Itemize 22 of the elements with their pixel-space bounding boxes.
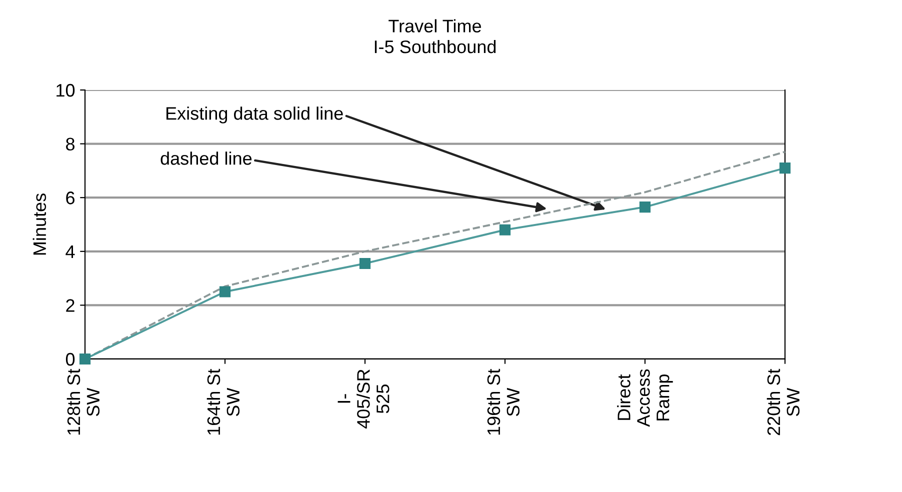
point bbox=[79, 353, 91, 365]
annotation: Existing data solid line bbox=[166, 106, 343, 124]
y-tick-label: 6 bbox=[66, 192, 74, 204]
y-tick-label: 2 bbox=[66, 299, 74, 312]
annotation: dashed line bbox=[160, 152, 252, 165]
y-tick-label: 0 bbox=[66, 352, 75, 366]
x-tick-label: 196th St SW bbox=[486, 368, 520, 435]
chart-title: Travel Time I-5 Southbound bbox=[374, 19, 496, 54]
y-tick-label: 8 bbox=[66, 138, 74, 151]
y-tick-label: 10 bbox=[56, 84, 75, 97]
point bbox=[639, 201, 651, 213]
point bbox=[219, 286, 231, 298]
x-tick-label: Direct Access Ramp bbox=[617, 369, 673, 427]
point bbox=[779, 162, 791, 174]
point bbox=[499, 224, 511, 236]
x-tick-label: I- 405/SR 525 bbox=[338, 370, 390, 429]
x-tick-label: 164th St SW bbox=[206, 368, 240, 435]
x-tick-label: 220th St SW bbox=[766, 368, 800, 436]
point bbox=[359, 258, 371, 270]
y-axis-title: Minutes bbox=[32, 194, 46, 255]
y-tick-label: 4 bbox=[66, 246, 75, 258]
x-tick-label: 128th St SW bbox=[66, 368, 100, 435]
